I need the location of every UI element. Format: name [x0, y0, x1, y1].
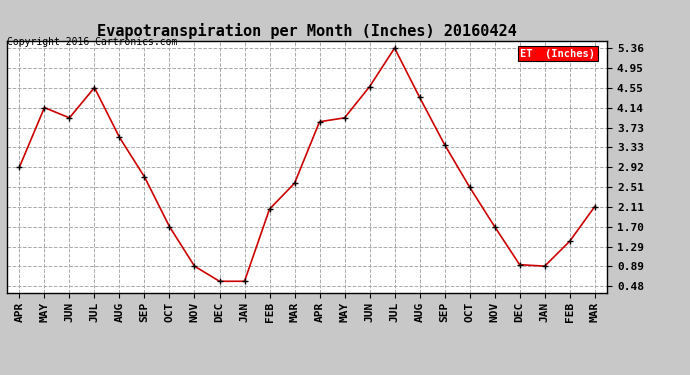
- Text: ET  (Inches): ET (Inches): [520, 49, 595, 59]
- Text: Copyright 2016 Cartronics.com: Copyright 2016 Cartronics.com: [7, 37, 177, 47]
- Title: Evapotranspiration per Month (Inches) 20160424: Evapotranspiration per Month (Inches) 20…: [97, 23, 517, 39]
